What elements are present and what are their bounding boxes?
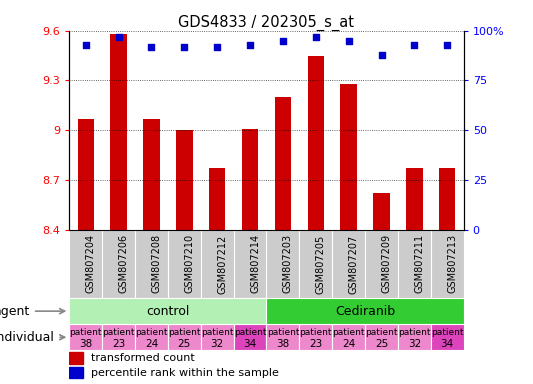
Text: patient: patient [266,328,299,337]
Bar [332,230,365,298]
Point [410,41,418,48]
Bar [176,130,192,230]
Point [344,38,353,44]
Bar [69,230,102,298]
Text: patient: patient [365,328,398,337]
Bar [135,230,168,298]
Point [213,43,221,50]
Text: GSM807209: GSM807209 [382,234,392,293]
Bar [77,119,94,230]
Text: GSM807214: GSM807214 [250,234,260,293]
Text: patient: patient [431,328,464,337]
Bar [102,324,135,350]
Title: GDS4833 / 202305_s_at: GDS4833 / 202305_s_at [179,15,354,31]
Bar [233,230,266,298]
Text: patient: patient [201,328,233,337]
Text: 38: 38 [79,339,92,349]
Bar [300,324,332,350]
Point [279,38,287,44]
Text: GSM807203: GSM807203 [283,234,293,293]
Bar [69,298,266,324]
Text: agent: agent [0,305,64,318]
Bar [398,324,431,350]
Bar [69,324,102,350]
Text: GSM807213: GSM807213 [447,234,457,293]
Bar [168,324,201,350]
Point [82,41,90,48]
Point [246,41,254,48]
Bar [373,193,390,230]
Text: GSM807207: GSM807207 [349,234,359,293]
Point [377,51,386,58]
Text: patient: patient [333,328,365,337]
Bar [69,367,83,378]
Text: 34: 34 [244,339,257,349]
Bar [102,230,135,298]
Bar [341,84,357,230]
Bar [365,230,398,298]
Text: 38: 38 [276,339,289,349]
Point [114,34,123,40]
Bar [431,230,464,298]
Text: GSM807211: GSM807211 [414,234,424,293]
Text: control: control [146,305,190,318]
Text: patient: patient [398,328,431,337]
Bar [201,324,233,350]
Text: individual: individual [0,331,64,344]
Text: patient: patient [168,328,200,337]
Text: 23: 23 [309,339,322,349]
Text: patient: patient [69,328,102,337]
Text: patient: patient [300,328,332,337]
Bar [431,324,464,350]
Text: percentile rank within the sample: percentile rank within the sample [91,368,279,378]
Text: 25: 25 [375,339,388,349]
Bar [266,298,464,324]
Text: GSM807204: GSM807204 [86,234,96,293]
Bar [365,324,398,350]
Bar [110,34,127,230]
Text: 34: 34 [441,339,454,349]
Bar [143,119,160,230]
Bar [308,56,324,230]
Bar [242,129,259,230]
Text: GSM807212: GSM807212 [217,234,227,293]
Text: Cediranib: Cediranib [335,305,395,318]
Bar [406,168,423,230]
Point [311,34,320,40]
Text: patient: patient [234,328,266,337]
Bar [274,97,291,230]
Bar [439,168,456,230]
Text: 32: 32 [211,339,224,349]
Text: 24: 24 [342,339,356,349]
Bar [168,230,201,298]
Bar [69,353,83,364]
Text: 25: 25 [177,339,191,349]
Point [180,43,189,50]
Bar [300,230,332,298]
Text: 32: 32 [408,339,421,349]
Text: patient: patient [135,328,168,337]
Text: GSM807210: GSM807210 [184,234,195,293]
Text: 24: 24 [145,339,158,349]
Text: patient: patient [102,328,135,337]
Text: GSM807206: GSM807206 [118,234,128,293]
Bar [135,324,168,350]
Bar [201,230,233,298]
Text: GSM807208: GSM807208 [151,234,161,293]
Point [443,41,451,48]
Text: GSM807205: GSM807205 [316,234,326,293]
Point [147,43,156,50]
Text: 23: 23 [112,339,125,349]
Bar [266,324,300,350]
Bar [233,324,266,350]
Bar [332,324,365,350]
Text: transformed count: transformed count [91,353,195,363]
Bar [398,230,431,298]
Bar [209,168,225,230]
Bar [266,230,300,298]
